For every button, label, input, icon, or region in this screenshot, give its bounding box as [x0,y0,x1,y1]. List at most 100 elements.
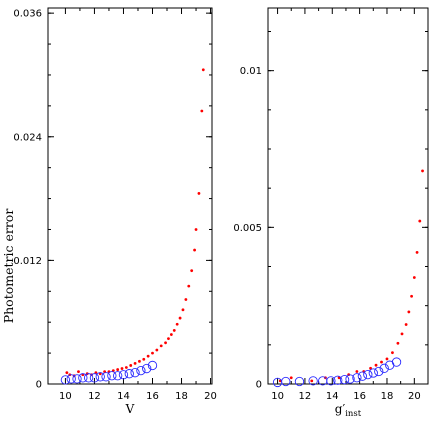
data-point [146,354,150,358]
data-point [415,251,419,254]
x-axis-title-main: V [125,402,135,416]
data-point [187,284,191,288]
data-point [352,373,362,383]
data-point [78,373,88,383]
series-0 [65,68,205,378]
x-tick-label: 14 [117,391,130,402]
x-tick-label: 18 [175,391,188,402]
data-point [355,370,359,373]
data-point [65,371,69,375]
x-tick-label: 14 [326,391,339,402]
data-point [169,333,173,336]
y-tick-label: 0 [256,380,262,391]
series-1 [272,357,402,388]
x-axis-title: V [125,402,135,416]
data-point [167,337,170,341]
data-point [101,372,111,382]
data-point [129,364,133,367]
data-point [116,368,120,371]
x-tick-label: 16 [146,391,159,402]
data-point [308,376,318,386]
y-tick-label: 0.036 [13,9,42,20]
data-point [326,376,336,386]
data-point [289,376,293,380]
data-point [142,357,146,361]
data-point [418,219,422,223]
data-point [363,369,373,380]
data-point [357,371,368,381]
data-point [113,371,123,381]
data-point [124,369,134,379]
data-point [337,376,341,380]
x-axis-title: g′inst [335,402,362,419]
y-tick-label: 0.024 [13,132,42,143]
x-tick-label: 20 [204,391,217,402]
data-point [200,109,204,113]
x-tick-label: 10 [59,391,72,402]
data-point [345,374,355,384]
data-point [147,360,158,371]
data-point [374,363,378,367]
series-0 [278,169,424,383]
x-tick-label: 18 [381,391,394,402]
data-point [142,363,152,374]
x-axis-title-subscript: inst [345,409,362,419]
y-tick-label: 0.005 [233,223,262,234]
left-scatter-panel: 10 12 14 16 18 20 0 0.012 0.024 0.036 V Photometric… [1,7,217,416]
data-point [136,365,146,376]
data-point [385,357,389,361]
data-point [333,375,343,385]
data-point [120,367,124,370]
data-point [193,248,196,252]
y-tick-label: 0 [36,380,42,391]
x-tick-label: 20 [408,391,421,402]
x-tick-label: 12 [88,391,101,402]
data-point [107,371,117,381]
plot-frame [47,7,213,385]
data-point [281,376,291,387]
data-point [194,228,198,231]
data-point [83,373,94,383]
x-axis-title-main: g′ [335,402,346,416]
data-point [172,329,176,332]
data-point [155,348,159,352]
data-point [197,192,201,195]
data-point [368,368,378,378]
data-point [175,322,179,326]
data-point [118,370,129,380]
x-tick-label: 12 [299,391,312,402]
data-point [138,359,141,363]
data-point [181,308,185,312]
data-point [77,370,80,374]
data-point [133,361,137,365]
y-tick-label: 0.012 [13,256,42,267]
data-point [178,316,182,320]
data-point [72,374,82,384]
data-point [339,374,350,385]
data-point [410,294,413,298]
data-point [379,363,389,373]
data-point [164,341,167,345]
data-point [201,68,205,72]
data-point [310,379,314,383]
data-point [159,344,163,348]
y-axis-title: Photometric error [1,209,16,324]
data-point [404,323,408,326]
right-scatter-panel: 10 12 14 16 18 20 0 0.005 0.01 g′inst [233,7,429,419]
x-tick-label: 16 [353,391,366,402]
data-point [391,357,402,367]
data-point [60,375,71,385]
data-point [391,351,394,355]
data-point [130,368,140,378]
data-point [151,351,154,355]
data-point [124,366,128,369]
data-point [190,269,194,273]
data-point [407,310,411,314]
data-point [374,366,384,377]
data-point [89,373,100,383]
data-point [380,360,383,364]
data-point [421,169,424,173]
data-point [412,276,416,279]
data-point [184,298,188,301]
